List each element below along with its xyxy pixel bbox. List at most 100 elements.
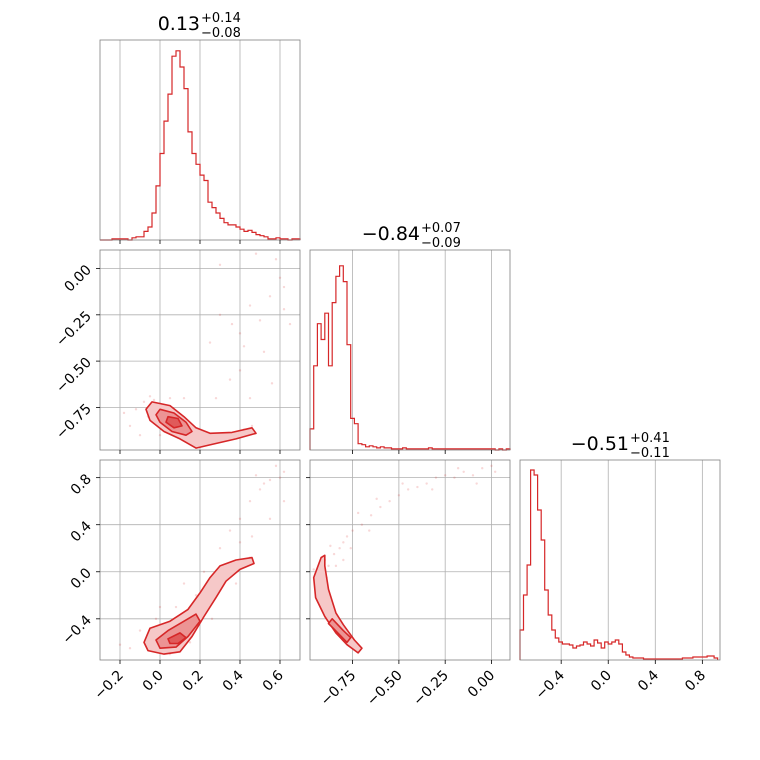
sample-point-2 xyxy=(148,395,152,398)
grid-hist-param1 xyxy=(119,40,281,240)
sample-point-28 xyxy=(258,319,262,322)
grid-hist-param3 xyxy=(560,460,703,660)
sample-point-26 xyxy=(238,332,242,335)
y-tick-label-0: −0.75 xyxy=(53,401,95,443)
sample-point-27 xyxy=(274,464,278,468)
sample-point-31 xyxy=(288,322,292,326)
grid-2d-param2-param3 xyxy=(310,460,510,660)
sample-point-13 xyxy=(397,494,401,497)
sample-point-31 xyxy=(158,605,162,609)
sample-point-27 xyxy=(248,304,252,307)
scatter-param1-param3 xyxy=(118,464,286,656)
histogram-param3 xyxy=(519,469,719,660)
scatter-param2-param3 xyxy=(312,464,497,609)
sample-point-29 xyxy=(182,582,186,585)
ticks-hist-param3: −0.4 0.0 0.4 0.8 xyxy=(533,660,709,703)
title-param2: −0.84 xyxy=(362,223,420,245)
sample-point-0 xyxy=(134,408,138,411)
sample-point-23 xyxy=(490,464,493,468)
sample-point-37 xyxy=(268,517,272,521)
sample-point-11 xyxy=(379,505,382,509)
sample-point-20 xyxy=(248,499,252,503)
contour-level-2 xyxy=(327,617,352,644)
x-tick-label-1: −0.50 xyxy=(364,668,406,710)
sample-point-27 xyxy=(334,564,338,568)
sample-point-45 xyxy=(248,396,252,400)
title-param2-minus: −0.09 xyxy=(421,236,461,251)
sample-point-48 xyxy=(242,345,246,348)
sample-point-39 xyxy=(122,411,126,415)
contour-level-3 xyxy=(167,632,187,645)
title-param1-median: 0.13 xyxy=(158,13,200,35)
sample-point-21 xyxy=(258,488,262,491)
x-tick-label-3: 0.4 xyxy=(220,667,247,694)
sample-point-37 xyxy=(342,558,345,562)
x-tick-label-3: 0.00 xyxy=(465,668,498,701)
sample-point-34 xyxy=(274,258,278,261)
sample-point-38 xyxy=(349,547,352,550)
sample-point-17 xyxy=(218,547,222,550)
sample-point-24 xyxy=(218,313,222,317)
sample-point-37 xyxy=(238,369,242,372)
sample-point-33 xyxy=(475,482,478,485)
title-param1-minus: −0.08 xyxy=(201,26,241,41)
panel-hist-param3: −0.51 +0.41 −0.11 −0.4 0.0 0.4 0.8 xyxy=(519,431,721,703)
x-tick-label-4: 0.6 xyxy=(260,667,287,694)
sample-point-23 xyxy=(278,476,282,479)
sample-point-13 xyxy=(138,629,142,632)
sample-point-10 xyxy=(369,514,373,517)
sample-point-3 xyxy=(327,564,330,568)
ticks-2d-param1-param3: −0.2 0.0 0.2 0.4 0.6 −0.4 0.0 0.4 0.8 xyxy=(59,471,286,703)
sample-point-22 xyxy=(268,478,272,482)
contour-level-1 xyxy=(312,554,363,654)
title-param1: 0.13 xyxy=(158,13,200,35)
ticks-hist-param2 xyxy=(352,450,492,454)
sample-point-26 xyxy=(262,482,266,485)
sample-point-36 xyxy=(234,582,238,585)
title-param2-plus: +0.07 xyxy=(421,221,461,236)
sample-point-32 xyxy=(456,467,460,470)
panel-hist-param1: 0.13 +0.14 −0.08 xyxy=(99,11,301,244)
sample-point-22 xyxy=(168,396,172,400)
x-tick-label-2: −0.25 xyxy=(410,668,452,710)
frame-hist-param2 xyxy=(309,249,511,451)
y-tick-label-2: 0.4 xyxy=(68,518,95,545)
scatter-param1-param2 xyxy=(122,252,292,448)
sample-point-9 xyxy=(360,523,364,526)
contours-param2-param3 xyxy=(312,554,363,654)
y-tick-label-3: 0.8 xyxy=(68,471,95,498)
sample-point-35 xyxy=(312,568,315,571)
panel-2d-param1-param3: −0.2 0.0 0.2 0.4 0.6 −0.4 0.0 0.4 0.8 xyxy=(59,459,301,703)
sample-point-21 xyxy=(471,474,475,477)
x-tick-label-2: 0.4 xyxy=(635,667,662,694)
x-tick-label-1: 0.0 xyxy=(140,668,167,695)
sample-point-34 xyxy=(188,641,192,644)
sample-point-8 xyxy=(351,529,354,532)
x-tick-label-3: 0.8 xyxy=(682,668,709,695)
sample-point-20 xyxy=(250,424,254,428)
panel-2d-param2-param3: −0.75 −0.50 −0.25 0.00 xyxy=(306,459,511,710)
sample-point-38 xyxy=(282,499,286,503)
contours-param1-param3 xyxy=(143,556,255,655)
sample-point-20 xyxy=(462,470,465,473)
title-param2-median: −0.84 xyxy=(362,223,420,245)
panel-2d-param1-param2: −0.75−0.50 −0.25 0.00 xyxy=(53,249,301,454)
sample-point-30 xyxy=(118,643,122,646)
contours-param1-param2 xyxy=(145,401,257,449)
ticks-2d-param2-param3: −0.75 −0.50 −0.25 0.00 xyxy=(306,477,498,710)
sample-point-19 xyxy=(238,517,242,521)
sample-point-25 xyxy=(254,474,258,477)
grid-2d-param1-param3 xyxy=(100,460,300,660)
sample-point-46 xyxy=(270,382,274,385)
sample-point-30 xyxy=(278,276,282,279)
sample-point-26 xyxy=(329,544,332,548)
sample-point-7 xyxy=(345,535,349,538)
y-tick-label-0: −0.4 xyxy=(59,612,94,647)
sample-point-14 xyxy=(406,488,410,491)
sample-point-24 xyxy=(282,470,286,473)
grid-2d-param1-param2 xyxy=(100,250,300,450)
sample-point-28 xyxy=(238,541,242,544)
sample-point-49 xyxy=(282,308,286,311)
sample-point-30 xyxy=(401,482,404,485)
